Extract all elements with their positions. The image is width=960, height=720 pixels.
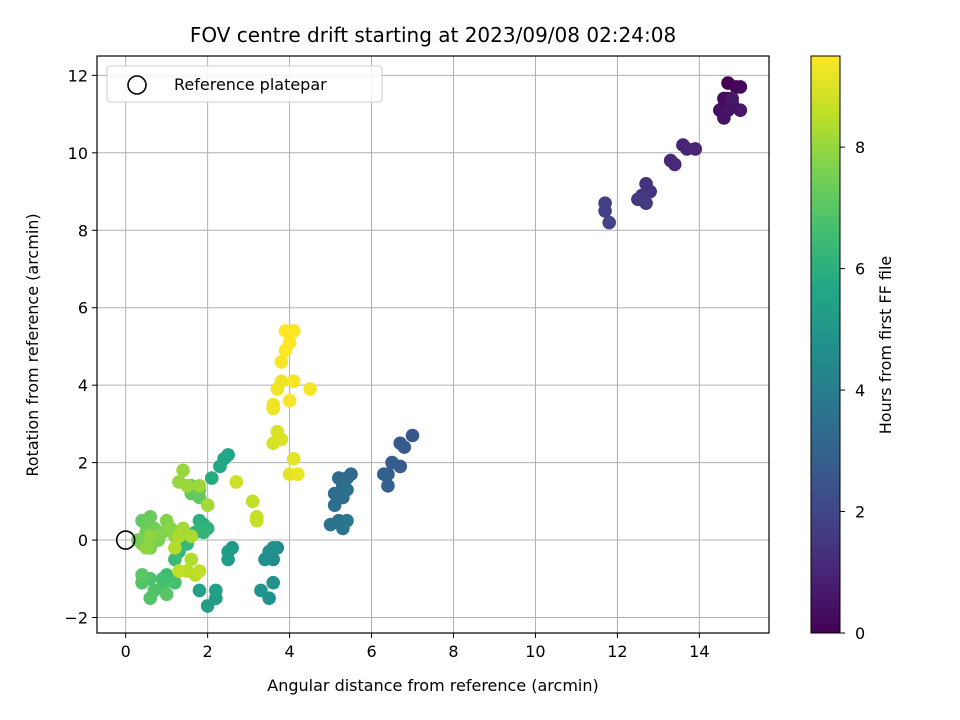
data-point	[340, 482, 354, 497]
data-point	[725, 91, 739, 106]
data-point	[631, 192, 645, 207]
data-point	[143, 529, 158, 543]
data-point	[733, 103, 748, 118]
data-point	[598, 204, 612, 218]
data-point	[397, 440, 412, 454]
data-point	[172, 529, 186, 543]
x-tick-label: 6	[366, 642, 376, 661]
data-point	[385, 455, 399, 470]
legend-box	[106, 65, 383, 103]
data-point	[135, 568, 149, 582]
y-axis: −2 0 2 4 6 8 10 12	[64, 66, 97, 628]
y-tick-label: 4	[78, 376, 88, 395]
x-tick-label: 12	[607, 642, 627, 661]
data-point	[286, 324, 301, 338]
data-point	[200, 599, 215, 613]
data-point	[286, 374, 301, 389]
data-point	[200, 498, 215, 513]
colorbar-tick-label: 0	[855, 624, 865, 643]
legend: Reference platepar	[106, 65, 383, 103]
data-point	[159, 587, 174, 602]
data-point	[717, 111, 731, 125]
data-point	[192, 479, 207, 493]
legend-label: Reference platepar	[174, 75, 327, 94]
data-point	[143, 510, 158, 524]
data-point	[688, 142, 703, 156]
data-point	[282, 393, 297, 408]
x-tick-label: 14	[689, 642, 709, 661]
colorbar-tick-label: 8	[855, 138, 865, 157]
data-point	[286, 451, 301, 466]
y-tick-label: 10	[68, 144, 88, 163]
data-point	[213, 459, 227, 474]
data-point	[282, 335, 297, 350]
x-axis: 0 2 4 6 8 10 12 14	[121, 633, 710, 661]
data-point	[245, 494, 260, 509]
y-tick-label: 8	[78, 221, 88, 240]
data-point	[172, 564, 186, 578]
data-point	[254, 583, 268, 598]
data-point	[290, 467, 305, 482]
data-point	[377, 467, 391, 482]
x-tick-label: 0	[121, 642, 131, 661]
data-point	[221, 552, 235, 567]
x-tick-label: 4	[284, 642, 294, 661]
data-point	[168, 541, 182, 555]
data-point	[250, 513, 264, 528]
data-point	[139, 541, 153, 555]
chart-title: FOV centre drift starting at 2023/09/08 …	[190, 23, 676, 47]
data-point	[184, 529, 199, 543]
legend-marker-icon	[127, 75, 147, 95]
data-point	[266, 397, 280, 412]
data-point	[381, 479, 395, 493]
data-point	[266, 575, 280, 590]
data-point	[168, 552, 182, 567]
x-tick-label: 10	[525, 642, 545, 661]
y-tick-label: 2	[78, 454, 88, 473]
data-point	[274, 374, 289, 389]
y-tick-label: 0	[78, 531, 88, 550]
x-tick-label: 2	[203, 642, 213, 661]
data-point	[184, 552, 199, 567]
data-point	[168, 575, 182, 590]
reference-platepar-marker	[115, 530, 136, 550]
data-point	[340, 513, 354, 528]
data-point	[405, 428, 420, 443]
data-point	[143, 591, 158, 605]
data-point	[266, 541, 280, 555]
y-axis-label: Rotation from reference (arcmin)	[23, 213, 42, 476]
data-point	[209, 583, 223, 598]
y-tick-label: 6	[78, 299, 88, 318]
colorbar: 0 2 4 6 8 Hours from first FF file	[810, 55, 895, 643]
data-point	[303, 382, 317, 396]
data-point	[192, 564, 207, 578]
x-tick-label: 8	[448, 642, 458, 661]
colorbar-tick-label: 6	[855, 260, 865, 279]
data-point	[602, 215, 616, 230]
colorbar-ticks: 0 2 4 6 8	[840, 138, 865, 643]
data-point	[258, 552, 272, 567]
grid-lines	[97, 56, 769, 633]
data-point	[667, 157, 682, 172]
data-point	[176, 463, 190, 478]
x-axis-label: Angular distance from reference (arcmin)	[267, 676, 598, 695]
plot-frame	[96, 55, 770, 634]
data-point	[192, 583, 207, 598]
y-tick-label: 12	[68, 66, 88, 85]
colorbar-tick-label: 2	[855, 503, 865, 522]
data-point	[733, 80, 748, 94]
colorbar-label: Hours from first FF file	[876, 256, 895, 435]
y-tick-label: −2	[64, 609, 88, 628]
data-point	[274, 432, 289, 447]
colorbar-gradient	[810, 55, 841, 634]
data-point	[274, 355, 289, 369]
data-points	[131, 76, 748, 613]
colorbar-tick-label: 4	[855, 381, 865, 400]
data-point	[180, 479, 194, 493]
data-point	[196, 525, 211, 540]
data-point	[327, 498, 342, 513]
data-point	[204, 471, 219, 485]
data-point	[229, 475, 244, 489]
